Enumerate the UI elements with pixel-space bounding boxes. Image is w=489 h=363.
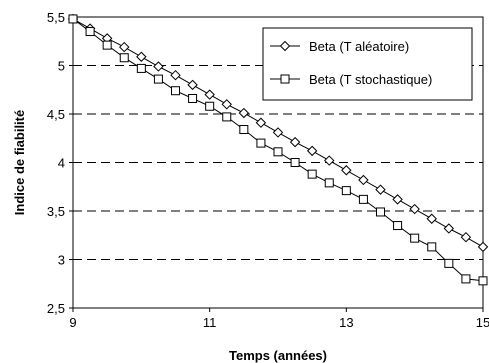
y-tick-label: 5 <box>58 59 65 74</box>
legend-label-aleatoire: Beta (T aléatoire) <box>309 39 409 54</box>
data-point-diamond <box>289 136 301 148</box>
data-point-square <box>376 207 385 217</box>
data-point-square <box>358 194 368 204</box>
data-point-diamond <box>409 203 420 215</box>
legend-square-marker <box>280 74 290 84</box>
data-point-square <box>324 178 334 188</box>
y-tick-label: 5,5 <box>47 10 65 25</box>
data-point-diamond <box>358 174 369 186</box>
y-tick-label: 2,5 <box>47 301 65 316</box>
data-point-diamond <box>324 155 335 166</box>
data-point-diamond <box>153 61 164 72</box>
data-point-square <box>307 169 317 179</box>
x-tick-label: 11 <box>203 315 217 330</box>
data-point-diamond <box>272 127 284 138</box>
legend-label-stochastique: Beta (T stochastique) <box>309 72 432 87</box>
data-point-square <box>393 221 403 231</box>
data-point-square <box>427 242 437 252</box>
y-tick-label: 3 <box>58 253 65 268</box>
y-tick-label: 4 <box>58 156 65 171</box>
data-point-diamond <box>460 231 472 243</box>
data-point-diamond <box>306 145 318 157</box>
data-point-square <box>68 14 78 24</box>
data-point-diamond <box>136 51 147 62</box>
data-point-diamond <box>187 79 198 91</box>
legend-diamond-marker <box>279 40 291 52</box>
data-point-square <box>188 93 198 103</box>
data-point-square <box>153 74 163 84</box>
data-point-diamond <box>170 69 181 81</box>
series-stochastique <box>68 14 488 286</box>
data-point-square <box>273 147 283 157</box>
x-tick-label: 9 <box>69 315 76 330</box>
y-tick-label: 3,5 <box>47 204 65 219</box>
data-point-square <box>136 63 146 73</box>
data-point-square <box>85 27 95 37</box>
data-point-square <box>102 40 112 50</box>
data-point-diamond <box>119 41 130 53</box>
data-point-square <box>341 186 351 196</box>
data-point-diamond <box>426 213 437 224</box>
data-point-diamond <box>255 117 267 128</box>
legend-box <box>262 27 473 101</box>
data-point-diamond <box>341 165 352 176</box>
data-point-diamond <box>443 223 455 234</box>
data-point-square <box>461 274 471 284</box>
x-axis-title: Temps (années) <box>229 348 327 363</box>
axis-ticks: 2,5 3 3,5 4 4,5 5 5,5 9 11 13 15 <box>47 10 489 330</box>
data-point-diamond <box>221 99 232 110</box>
data-point-square <box>410 233 420 243</box>
series-layer <box>67 13 489 286</box>
data-point-diamond <box>204 89 215 100</box>
data-point-square <box>222 112 232 122</box>
series-aleatoire <box>67 13 489 253</box>
data-point-diamond <box>392 194 403 205</box>
legend: Beta (T aléatoire) Beta (T stochastique) <box>262 27 473 101</box>
data-point-square <box>478 276 488 286</box>
data-point-square <box>256 138 266 148</box>
data-point-square <box>205 101 215 111</box>
data-point-square <box>444 258 454 268</box>
y-axis-title: Indice de fiabilité <box>12 110 27 215</box>
data-point-diamond <box>375 184 386 195</box>
x-tick-label: 15 <box>476 315 489 330</box>
data-point-square <box>171 86 180 96</box>
y-tick-label: 4,5 <box>47 107 65 122</box>
data-point-diamond <box>238 107 250 119</box>
data-point-square <box>239 125 249 135</box>
x-tick-label: 13 <box>339 315 353 330</box>
data-point-diamond <box>477 241 489 253</box>
data-point-square <box>290 158 300 167</box>
data-point-square <box>119 53 129 63</box>
